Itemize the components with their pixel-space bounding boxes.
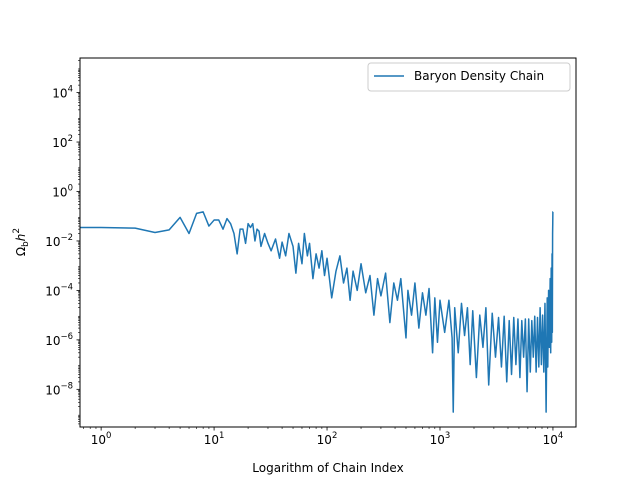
y-axis-label-sub: b xyxy=(21,241,31,247)
y-tick-label: 102 xyxy=(52,134,73,150)
y-tick-label: 10−2 xyxy=(45,233,73,249)
y-axis-label-tail: h xyxy=(14,234,28,242)
y-axis-label: Ωbh2 xyxy=(12,228,31,256)
y-tick-label: 10−6 xyxy=(45,332,73,348)
x-axis: 100 101 102 103 104 xyxy=(83,427,564,447)
x-tick-label: 102 xyxy=(317,431,338,447)
legend-box xyxy=(367,62,571,92)
x-tick-label: 100 xyxy=(91,431,112,447)
y-axis-label-main: Ω xyxy=(14,247,28,256)
y-tick-label: 10−8 xyxy=(45,381,73,397)
legend: Baryon Density Chain xyxy=(367,62,571,92)
y-tick-label: 100 xyxy=(52,183,73,199)
y-axis-label-sup: 2 xyxy=(12,228,22,234)
x-tick-label: 103 xyxy=(430,431,451,447)
series-line-0 xyxy=(80,211,554,413)
x-axis-label: Logarithm of Chain Index xyxy=(252,461,403,475)
x-tick-label: 101 xyxy=(204,431,225,447)
y-axis: 10−8 10−6 10−4 10−2 100 102 104 xyxy=(45,60,80,425)
legend-label: Baryon Density Chain xyxy=(414,69,544,83)
y-tick-label: 104 xyxy=(52,85,73,101)
series-layer xyxy=(80,211,554,413)
y-tick-label: 10−4 xyxy=(45,282,73,298)
x-tick-label: 104 xyxy=(543,431,564,447)
axes-frame xyxy=(79,57,577,428)
